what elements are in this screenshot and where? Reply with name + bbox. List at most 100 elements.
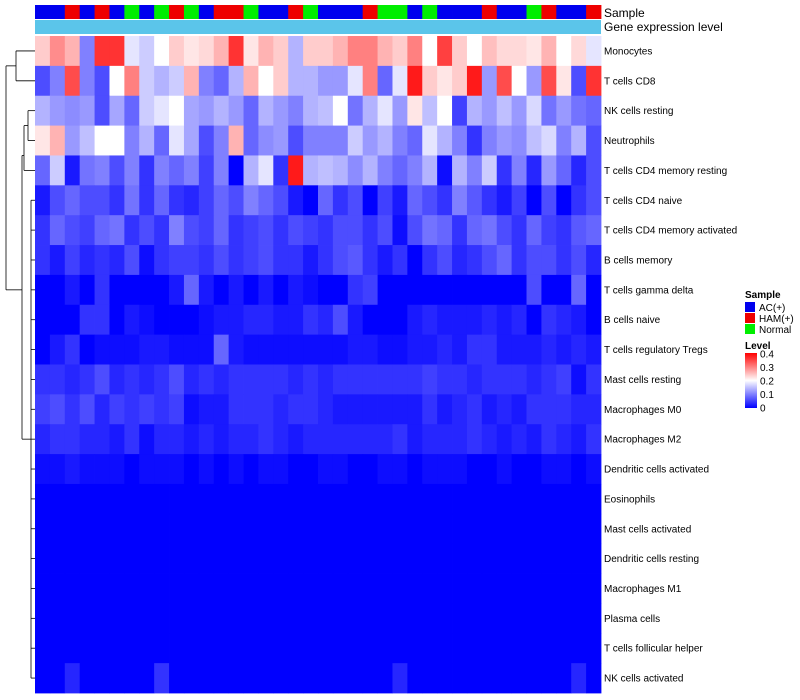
heatmap-cell bbox=[377, 155, 393, 186]
heatmap-cell bbox=[541, 573, 557, 604]
heatmap-cell bbox=[318, 274, 334, 306]
heatmap-cell bbox=[228, 245, 244, 276]
heatmap-cell bbox=[139, 543, 155, 574]
heatmap-cell bbox=[288, 364, 304, 395]
heatmap-cell bbox=[109, 633, 125, 664]
heatmap-cell bbox=[288, 454, 304, 485]
heatmap-cell bbox=[571, 245, 587, 276]
heatmap-cell bbox=[258, 274, 274, 306]
heatmap-cell bbox=[183, 125, 200, 156]
sample-annotation-cell bbox=[303, 5, 319, 19]
heatmap-cell bbox=[64, 424, 81, 455]
heatmap-cell bbox=[109, 95, 125, 126]
heatmap-cell bbox=[154, 543, 170, 574]
heatmap-cell bbox=[437, 603, 453, 634]
heatmap-cell bbox=[466, 364, 483, 395]
heatmap-cell bbox=[169, 274, 185, 306]
heatmap-cell bbox=[452, 364, 468, 395]
heatmap-cell bbox=[124, 454, 140, 485]
heatmap-cell bbox=[556, 65, 572, 97]
heatmap-cell bbox=[35, 543, 51, 574]
heatmap-cell bbox=[586, 334, 602, 365]
heatmap-cell bbox=[258, 454, 274, 485]
heatmap-cell bbox=[318, 364, 334, 395]
heatmap-cell bbox=[586, 483, 602, 515]
heatmap-cell bbox=[392, 215, 408, 246]
heatmap-cell bbox=[377, 543, 393, 574]
heatmap-cell bbox=[377, 573, 393, 604]
heatmap-cell bbox=[496, 155, 513, 186]
heatmap-cell bbox=[154, 215, 170, 246]
heatmap-cell bbox=[258, 334, 274, 365]
row-label: Monocytes bbox=[604, 46, 652, 57]
sample-annotation-cell bbox=[392, 5, 408, 19]
heatmap-cell bbox=[79, 483, 95, 515]
heatmap-cell bbox=[422, 65, 438, 97]
heatmap-cell bbox=[273, 36, 289, 67]
heatmap-cell bbox=[452, 36, 468, 67]
heatmap-cell bbox=[332, 483, 349, 515]
heatmap-cell bbox=[303, 364, 319, 395]
heatmap-cell bbox=[64, 483, 81, 515]
heatmap-cell bbox=[273, 364, 289, 395]
heatmap-cell bbox=[377, 215, 393, 246]
heatmap-cell bbox=[377, 334, 393, 365]
heatmap-cell bbox=[481, 603, 498, 634]
heatmap-cell bbox=[169, 603, 185, 634]
heatmap-cell bbox=[198, 245, 215, 276]
heatmap-cell bbox=[213, 125, 230, 156]
heatmap-cell bbox=[213, 424, 230, 455]
heatmap-cell bbox=[392, 274, 408, 306]
heatmap-cell bbox=[526, 364, 542, 395]
heatmap-cell bbox=[154, 185, 170, 216]
heatmap-cell bbox=[466, 603, 483, 634]
heatmap-cell bbox=[124, 543, 140, 574]
row-dendrogram bbox=[5, 50, 35, 679]
heatmap-cell bbox=[198, 364, 215, 395]
heatmap-cell bbox=[571, 215, 587, 246]
heatmap-cell bbox=[452, 304, 468, 336]
heatmap-cell bbox=[318, 155, 334, 186]
heatmap-cell bbox=[303, 513, 319, 545]
gene-expression-annotation-bar bbox=[35, 20, 601, 34]
heatmap-cell bbox=[347, 364, 364, 395]
heatmap-cell bbox=[228, 36, 244, 67]
heatmap-cell bbox=[377, 394, 393, 425]
heatmap-cell bbox=[169, 394, 185, 425]
heatmap-cell bbox=[273, 573, 289, 604]
heatmap-cell bbox=[94, 513, 110, 545]
heatmap-cell bbox=[377, 364, 393, 395]
heatmap-cell bbox=[258, 633, 274, 664]
heatmap-cell bbox=[332, 304, 349, 336]
row-label: T cells regulatory Tregs bbox=[604, 345, 708, 356]
heatmap-cell bbox=[541, 424, 557, 455]
heatmap-cell bbox=[109, 304, 125, 336]
heatmap-cell bbox=[392, 663, 408, 694]
heatmap-cell bbox=[183, 334, 200, 365]
heatmap-cell bbox=[481, 364, 498, 395]
heatmap-cell bbox=[362, 454, 378, 485]
heatmap-cell bbox=[496, 513, 513, 545]
heatmap-cell bbox=[496, 394, 513, 425]
heatmap-cell bbox=[124, 274, 140, 306]
heatmap-cell bbox=[154, 155, 170, 186]
heatmap-cell bbox=[496, 663, 513, 694]
heatmap-cell bbox=[407, 215, 423, 246]
heatmap-cell bbox=[94, 633, 110, 664]
heatmap-cell bbox=[481, 274, 498, 306]
heatmap-cell bbox=[169, 364, 185, 395]
heatmap-cell bbox=[332, 573, 349, 604]
heatmap-cell bbox=[407, 573, 423, 604]
heatmap-cell bbox=[511, 513, 527, 545]
heatmap-cell bbox=[303, 663, 319, 694]
heatmap-cell bbox=[288, 513, 304, 545]
heatmap-cell bbox=[273, 543, 289, 574]
heatmap-cell bbox=[362, 424, 378, 455]
heatmap-cells bbox=[35, 36, 602, 694]
heatmap-cell bbox=[213, 155, 230, 186]
heatmap-cell bbox=[541, 65, 557, 97]
heatmap-cell bbox=[526, 274, 542, 306]
heatmap-cell bbox=[35, 603, 51, 634]
heatmap-cell bbox=[437, 543, 453, 574]
heatmap-cell bbox=[392, 95, 408, 126]
